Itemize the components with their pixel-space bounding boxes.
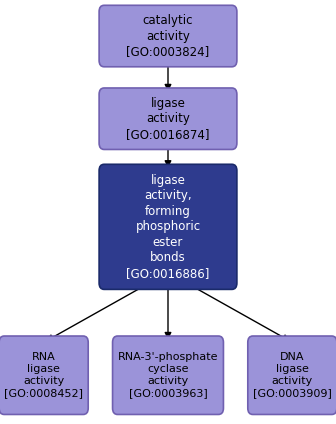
Text: RNA-3'-phosphate
cyclase
activity
[GO:0003963]: RNA-3'-phosphate cyclase activity [GO:00…	[118, 352, 218, 398]
FancyBboxPatch shape	[99, 5, 237, 67]
FancyBboxPatch shape	[248, 336, 336, 415]
Text: DNA
ligase
activity
[GO:0003909]: DNA ligase activity [GO:0003909]	[253, 352, 332, 398]
FancyBboxPatch shape	[99, 88, 237, 150]
Text: ligase
activity
[GO:0016874]: ligase activity [GO:0016874]	[126, 97, 210, 141]
Text: ligase
activity,
forming
phosphoric
ester
bonds
[GO:0016886]: ligase activity, forming phosphoric este…	[126, 174, 210, 280]
Text: RNA
ligase
activity
[GO:0008452]: RNA ligase activity [GO:0008452]	[4, 352, 83, 398]
FancyBboxPatch shape	[99, 164, 237, 289]
Text: catalytic
activity
[GO:0003824]: catalytic activity [GO:0003824]	[126, 14, 210, 58]
FancyBboxPatch shape	[113, 336, 223, 415]
FancyBboxPatch shape	[0, 336, 88, 415]
